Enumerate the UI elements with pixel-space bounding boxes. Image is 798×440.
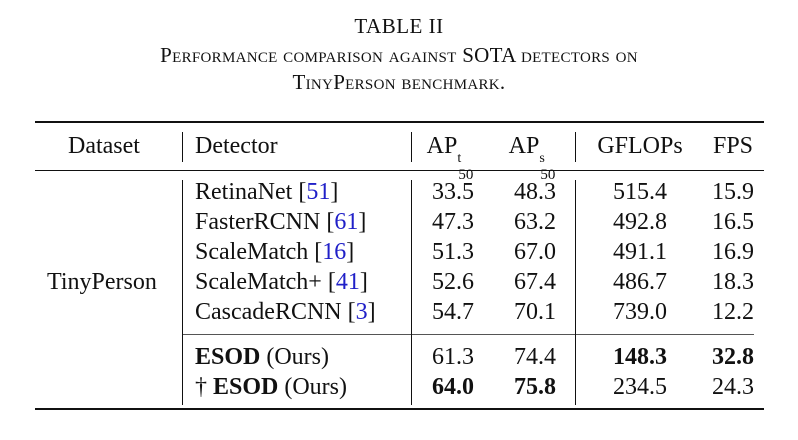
table-label: TABLE II (354, 14, 444, 38)
header-gflops: GFLOPs (597, 133, 683, 159)
ours-separator-rule (183, 334, 754, 335)
detector-cell: ScaleMatch+ [41] (195, 269, 368, 295)
ap-tiny-value: 33.5 (432, 179, 474, 205)
ap-tiny-value: 52.6 (432, 269, 474, 295)
ap-small-value: 67.4 (514, 269, 556, 295)
header-ap-small: AP s 50 (495, 132, 575, 183)
ap-tiny-value: 64.0 (432, 374, 474, 400)
citation-link[interactable]: 16 (322, 239, 347, 265)
fps-value: 15.9 (712, 179, 754, 205)
column-divider-detector (411, 132, 412, 162)
fps-value: 16.5 (712, 209, 754, 235)
ap-small-value: 75.8 (514, 374, 556, 400)
ap-small-value: 63.2 (514, 209, 556, 235)
gflops-value: 492.8 (613, 209, 667, 235)
gflops-value: 739.0 (613, 299, 667, 325)
detector-cell: CascadeRCNN [3] (195, 299, 376, 325)
header-ap-small-sub: 50 (540, 167, 556, 183)
detector-name: ESOD (195, 344, 261, 370)
detector-name: CascadeRCNN (195, 299, 342, 325)
fps-value: 18.3 (712, 269, 754, 295)
detector-cell: RetinaNet [51] (195, 179, 339, 205)
ap-tiny-value: 61.3 (432, 344, 474, 370)
gflops-value: 515.4 (613, 179, 667, 205)
fps-value: 32.8 (712, 344, 754, 370)
fps-value: 12.2 (712, 299, 754, 325)
gflops-value: 234.5 (613, 374, 667, 400)
column-divider-ap (575, 132, 576, 162)
detector-name: ESOD (213, 374, 279, 400)
dagger-mark: † (195, 374, 207, 400)
detector-cell: ESOD (Ours) (195, 343, 329, 371)
detector-suffix: (Ours) (284, 374, 348, 400)
header-ap-small-base: AP (508, 133, 540, 159)
fps-value: 24.3 (712, 374, 754, 400)
ap-small-value: 74.4 (514, 344, 556, 370)
detector-name: ScaleMatch+ (195, 269, 322, 295)
ap-small-value: 67.0 (514, 239, 556, 265)
header-ap-tiny: AP t 50 (413, 132, 493, 183)
caption-line-1: Performance comparison against SOTA dete… (160, 43, 638, 67)
column-divider-dataset-body (182, 180, 183, 405)
header-ap-tiny-base: AP (426, 133, 458, 159)
detector-cell: FasterRCNN [61] (195, 209, 367, 235)
detector-cell: † ESOD (Ours) (195, 373, 347, 401)
detector-name: ScaleMatch (195, 239, 309, 265)
detector-suffix: (Ours) (266, 344, 330, 370)
column-divider-dataset (182, 132, 183, 162)
header-rule (35, 170, 764, 171)
header-detector: Detector (195, 133, 278, 159)
gflops-value: 491.1 (613, 239, 667, 265)
header-ap-tiny-sup: t (457, 151, 462, 166)
header-dataset: Dataset (68, 133, 140, 159)
ap-tiny-value: 51.3 (432, 239, 474, 265)
table-top-rule (35, 121, 764, 123)
caption-line-2: TinyPerson benchmark. (292, 70, 506, 94)
citation-link[interactable]: 41 (335, 269, 360, 295)
detector-name: RetinaNet (195, 179, 293, 205)
header-ap-tiny-sub: 50 (458, 167, 474, 183)
detector-name: FasterRCNN (195, 209, 321, 235)
column-divider-detector-body (411, 180, 412, 405)
header-fps: FPS (712, 133, 754, 159)
ap-tiny-value: 54.7 (432, 299, 474, 325)
ap-small-value: 70.1 (514, 299, 556, 325)
citation-link[interactable]: 3 (355, 299, 368, 325)
citation-link[interactable]: 51 (306, 179, 331, 205)
table-bottom-rule (35, 408, 764, 410)
header-ap-small-sup: s (539, 151, 545, 166)
ap-small-value: 48.3 (514, 179, 556, 205)
gflops-value: 486.7 (613, 269, 667, 295)
ap-tiny-value: 47.3 (432, 209, 474, 235)
detector-cell: ScaleMatch [16] (195, 239, 355, 265)
dataset-name: TinyPerson (47, 269, 157, 295)
fps-value: 16.9 (712, 239, 754, 265)
citation-link[interactable]: 61 (334, 209, 359, 235)
column-divider-ap-body (575, 180, 576, 405)
gflops-value: 148.3 (613, 344, 667, 370)
